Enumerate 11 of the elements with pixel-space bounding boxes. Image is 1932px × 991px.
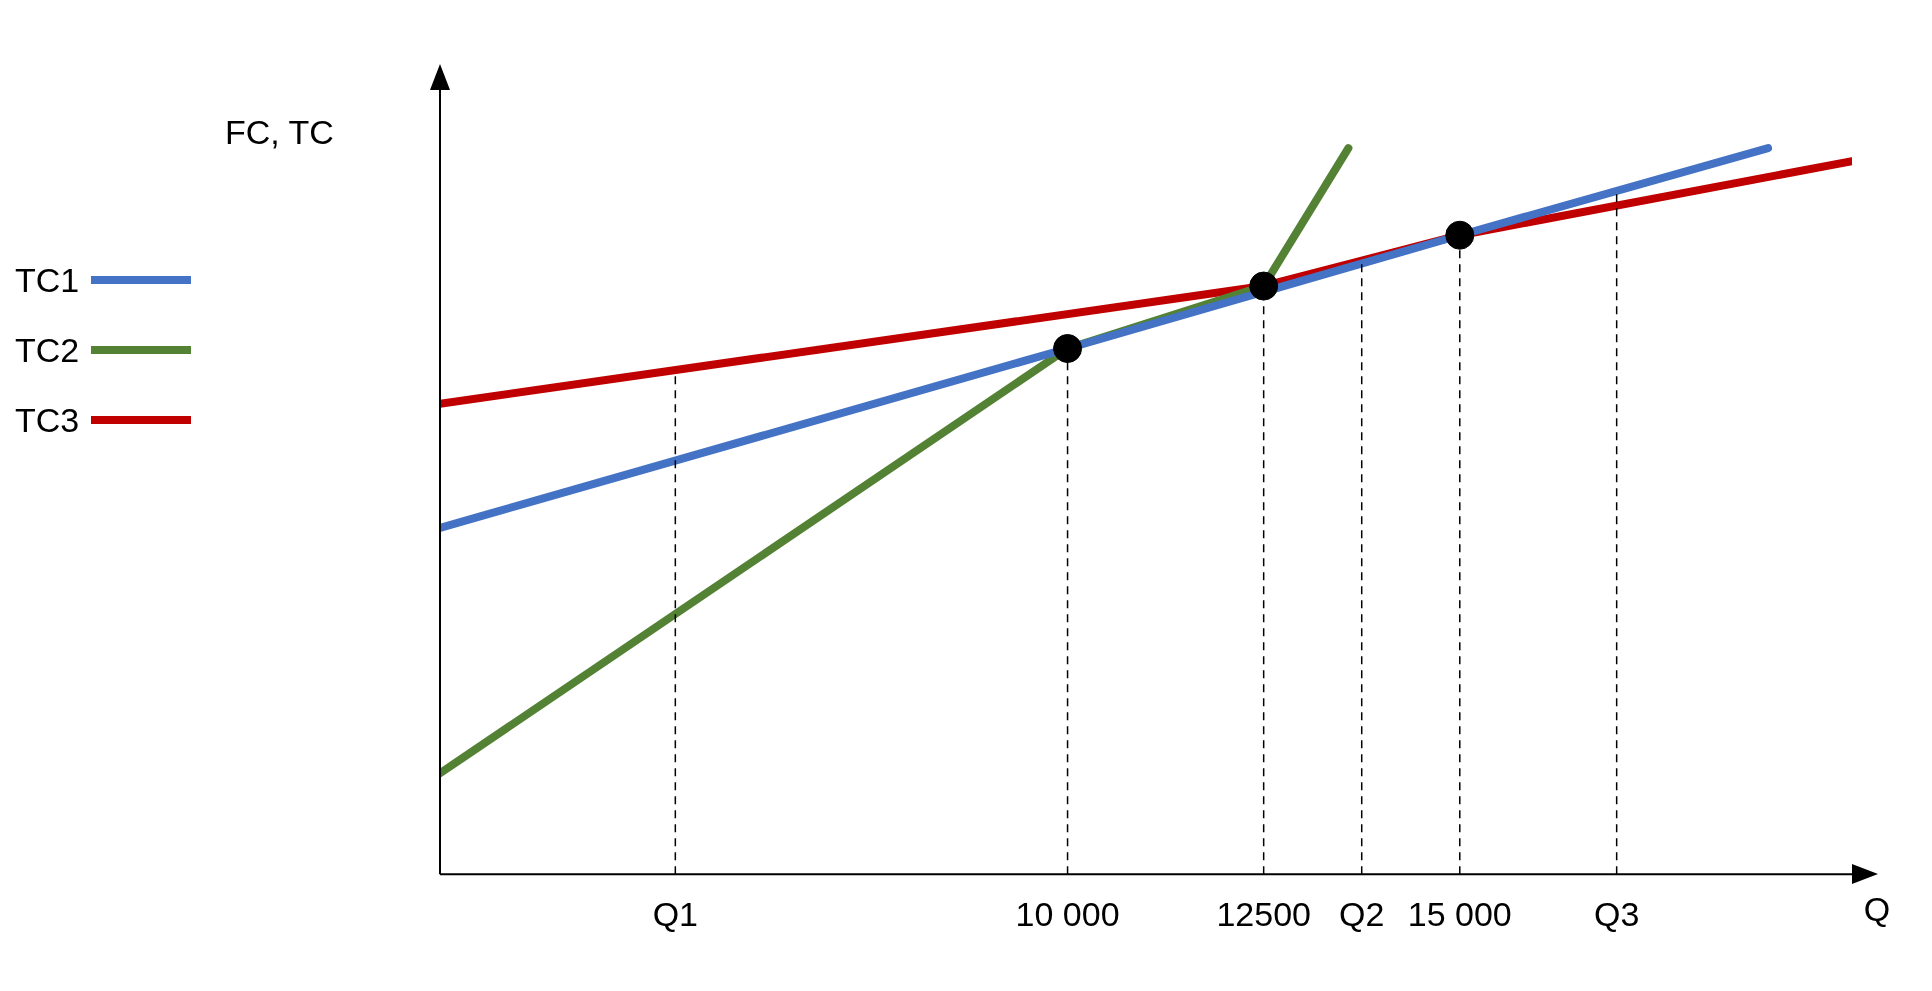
- x-tick-label: Q1: [652, 894, 699, 933]
- y-axis-title: FC, TC: [225, 113, 334, 152]
- x-tick-label: Q2: [1339, 894, 1385, 933]
- x-axis-title: Q: [1863, 889, 1891, 928]
- x-tick-label: 10 000: [1015, 894, 1120, 933]
- legend-label: TC3: [15, 400, 80, 440]
- x-tick-label: 12500: [1216, 894, 1311, 933]
- legend-label: TC1: [15, 260, 80, 300]
- x-tick-label: Q3: [1593, 894, 1640, 933]
- legend-label: TC2: [15, 330, 80, 370]
- x-tick-label: 15 000: [1407, 894, 1512, 933]
